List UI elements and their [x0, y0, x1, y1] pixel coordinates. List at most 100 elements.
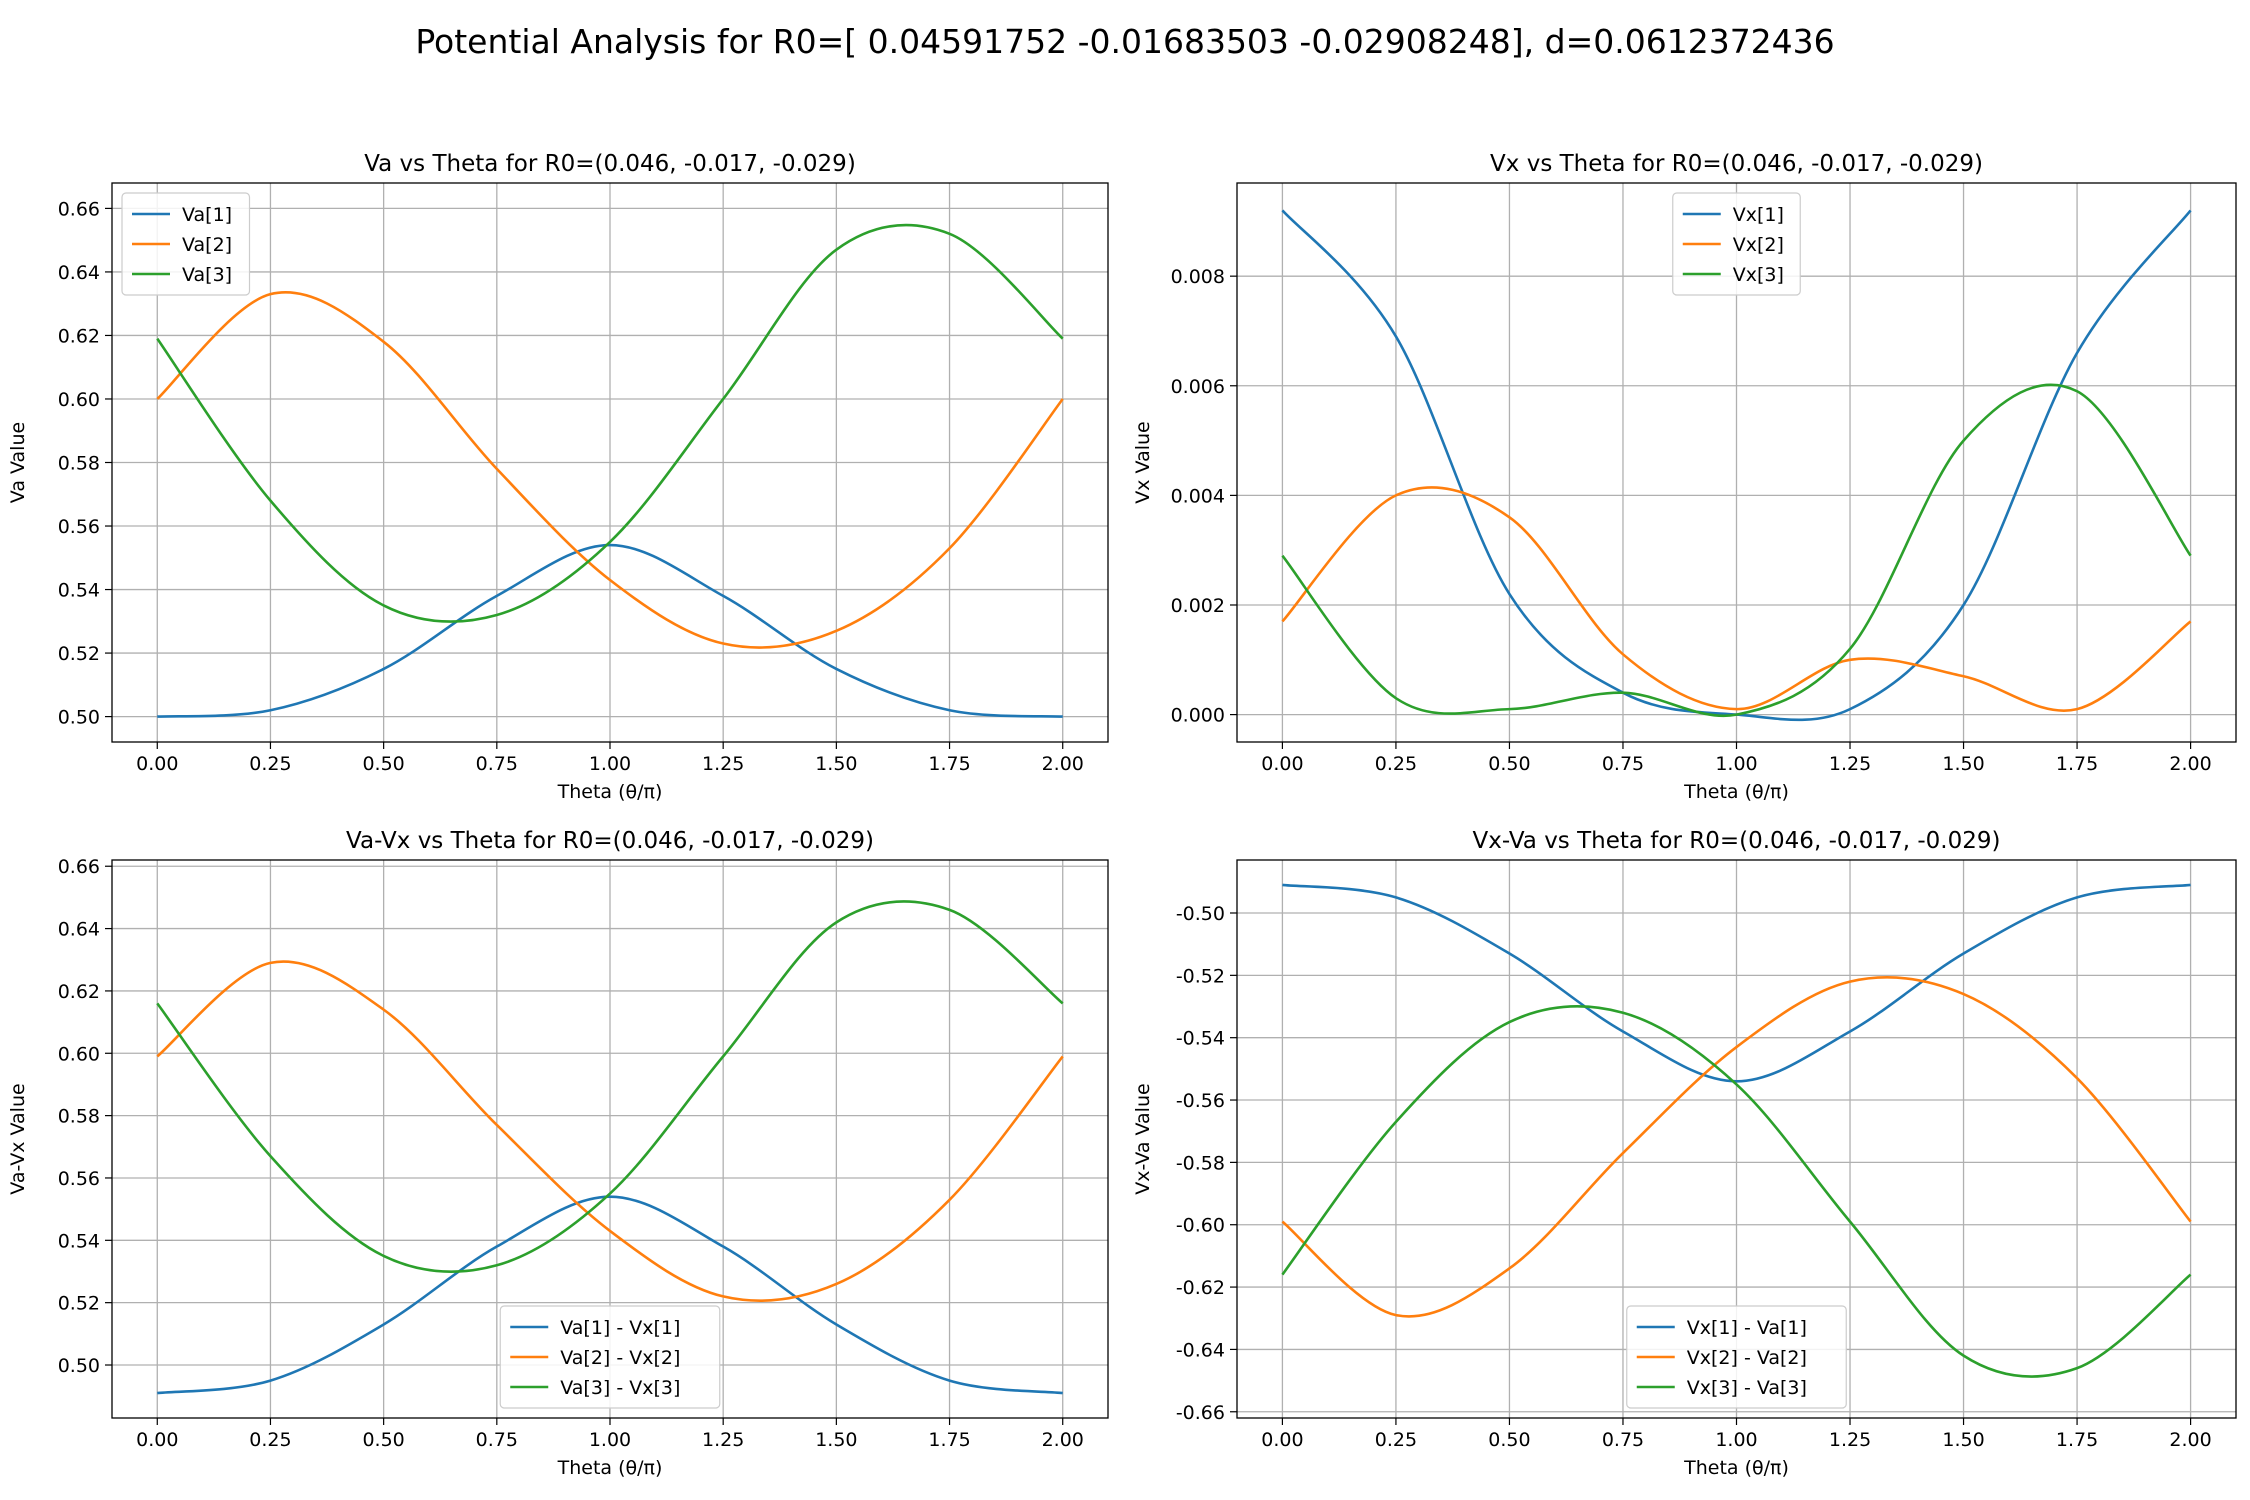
y-tick-label: -0.64 — [1176, 1339, 1225, 1361]
x-axis-label: Theta (θ/π) — [1683, 781, 1789, 803]
y-tick-label: 0.64 — [58, 919, 100, 941]
x-tick-label: 0.00 — [136, 753, 178, 775]
legend-label-1: Va[1] - Vx[1] — [560, 1317, 680, 1339]
y-tick-label: 0.56 — [58, 1168, 100, 1190]
x-tick-label: 1.00 — [1715, 1429, 1757, 1451]
x-tick-label: 1.75 — [928, 1429, 970, 1451]
y-tick-label: 0.66 — [58, 198, 100, 220]
x-tick-label: 1.00 — [1715, 753, 1757, 775]
x-tick-label: 2.00 — [2169, 1429, 2211, 1451]
y-tick-label: 0.002 — [1171, 595, 1225, 617]
y-tick-label: -0.58 — [1176, 1152, 1225, 1174]
y-axis-label: Va-Vx Value — [7, 1083, 29, 1194]
y-tick-label: -0.56 — [1176, 1090, 1225, 1112]
y-tick-label: -0.62 — [1176, 1277, 1225, 1299]
y-tick-label: 0.54 — [58, 580, 100, 602]
legend-label-2: Va[2] - Vx[2] — [560, 1347, 680, 1369]
x-tick-label: 0.00 — [1261, 1429, 1303, 1451]
x-tick-label: 0.75 — [1602, 1429, 1644, 1451]
x-tick-label: 0.75 — [1602, 753, 1644, 775]
x-tick-label: 1.75 — [2056, 1429, 2098, 1451]
x-axis-label: Theta (θ/π) — [557, 1457, 663, 1479]
figure-title: Potential Analysis for R0=[ 0.04591752 -… — [415, 22, 1835, 61]
x-tick-label: 1.25 — [1829, 753, 1871, 775]
y-tick-label: 0.64 — [58, 262, 100, 284]
x-tick-label: 0.25 — [1375, 753, 1417, 775]
y-tick-label: 0.50 — [58, 1355, 100, 1377]
x-tick-label: 1.50 — [1942, 1429, 1984, 1451]
subplot-2: 0.00 0.25 0.50 0.75 1.00 1.25 1.50 1.75 2.00 0.00… — [1132, 151, 2237, 803]
series-line-2 — [156, 291, 1064, 649]
x-tick-label: 1.50 — [1942, 753, 1984, 775]
x-tick-label: 0.50 — [1488, 1429, 1530, 1451]
x-tick-label: 0.50 — [362, 1429, 404, 1451]
y-tick-label: 0.58 — [58, 453, 100, 475]
x-tick-label: 0.00 — [136, 1429, 178, 1451]
x-tick-label: 1.25 — [702, 1429, 744, 1451]
legend: Va[1] - Vx[1] Va[2] - Vx[2] Va[3] - Vx[3] — [499, 1305, 721, 1409]
y-axis-label: Vx-Va Value — [1132, 1083, 1154, 1194]
legend-frame — [1626, 1305, 1847, 1409]
series-line-2 — [1281, 486, 2192, 712]
y-tick-label: 0.50 — [58, 707, 100, 729]
y-tick-label: 0.56 — [58, 516, 100, 538]
legend-label-3: Vx[3] — [1733, 264, 1784, 286]
y-tick-label: -0.54 — [1176, 1028, 1225, 1050]
x-tick-label: 0.25 — [1375, 1429, 1417, 1451]
legend-label-1: Vx[1] — [1733, 204, 1784, 226]
series-line-3 — [1281, 1005, 2192, 1378]
x-tick-label: 0.75 — [476, 1429, 518, 1451]
y-tick-label: -0.50 — [1176, 903, 1225, 925]
y-tick-label: 0.52 — [58, 1293, 100, 1315]
y-tick-label: -0.66 — [1176, 1402, 1225, 1424]
legend: Va[1] Va[2] Va[3] — [121, 192, 251, 296]
y-tick-label: 0.62 — [58, 981, 100, 1003]
series-line-1 — [157, 543, 1063, 718]
legend-frame — [499, 1305, 721, 1409]
legend-label-3: Va[3] - Vx[3] — [560, 1377, 680, 1399]
y-axis-label: Vx Value — [1132, 421, 1154, 503]
y-tick-label: 0.54 — [58, 1230, 100, 1252]
legend-label-1: Vx[1] - Va[1] — [1687, 1317, 1807, 1339]
subplot-title: Va-Vx vs Theta for R0=(0.046, -0.017, -0… — [346, 828, 874, 854]
x-tick-label: 2.00 — [1042, 753, 1084, 775]
legend-frame — [1672, 192, 1801, 296]
y-tick-label: -0.60 — [1176, 1215, 1225, 1237]
y-tick-label: 0.60 — [58, 1043, 100, 1065]
y-tick-label: 0.60 — [58, 389, 100, 411]
x-tick-label: 1.25 — [702, 753, 744, 775]
x-tick-label: 1.75 — [2056, 753, 2098, 775]
x-tick-label: 0.75 — [476, 753, 518, 775]
y-tick-label: 0.004 — [1171, 485, 1225, 507]
legend-label-2: Va[2] — [182, 234, 232, 256]
subplot-title: Vx-Va vs Theta for R0=(0.046, -0.017, -0… — [1473, 828, 2001, 854]
x-tick-label: 2.00 — [2169, 753, 2211, 775]
x-axis-label: Theta (θ/π) — [557, 781, 663, 803]
subplot-title: Va vs Theta for R0=(0.046, -0.017, -0.02… — [364, 151, 856, 177]
series-line-1 — [157, 1195, 1063, 1395]
series-line-3 — [1281, 383, 2192, 718]
x-tick-label: 0.25 — [249, 1429, 291, 1451]
x-tick-label: 0.50 — [362, 753, 404, 775]
y-tick-label: 0.52 — [58, 643, 100, 665]
series-line-2 — [1281, 976, 2192, 1318]
legend-label-3: Va[3] — [182, 264, 232, 286]
y-axis-label: Va Value — [7, 422, 29, 503]
x-tick-label: 1.50 — [815, 1429, 857, 1451]
subplot-4: 0.00 0.25 0.50 0.75 1.00 1.25 1.50 1.75 2.00 -0.5… — [1132, 828, 2237, 1479]
series-line-3 — [156, 900, 1064, 1273]
y-tick-label: 0.62 — [58, 325, 100, 347]
legend-frame — [121, 192, 251, 296]
subplot-3: 0.00 0.25 0.50 0.75 1.00 1.25 1.50 1.75 2.00 0.50… — [7, 828, 1109, 1479]
x-tick-label: 1.00 — [589, 753, 631, 775]
legend-label-3: Vx[3] - Va[3] — [1687, 1377, 1807, 1399]
x-tick-label: 2.00 — [1042, 1429, 1084, 1451]
x-tick-label: 0.00 — [1261, 753, 1303, 775]
y-tick-label: 0.58 — [58, 1106, 100, 1128]
y-tick-label: 0.66 — [58, 856, 100, 878]
x-tick-label: 1.25 — [1829, 1429, 1871, 1451]
series-line-3 — [156, 223, 1064, 623]
legend-label-1: Va[1] — [182, 204, 232, 226]
x-axis-label: Theta (θ/π) — [1683, 1457, 1789, 1479]
